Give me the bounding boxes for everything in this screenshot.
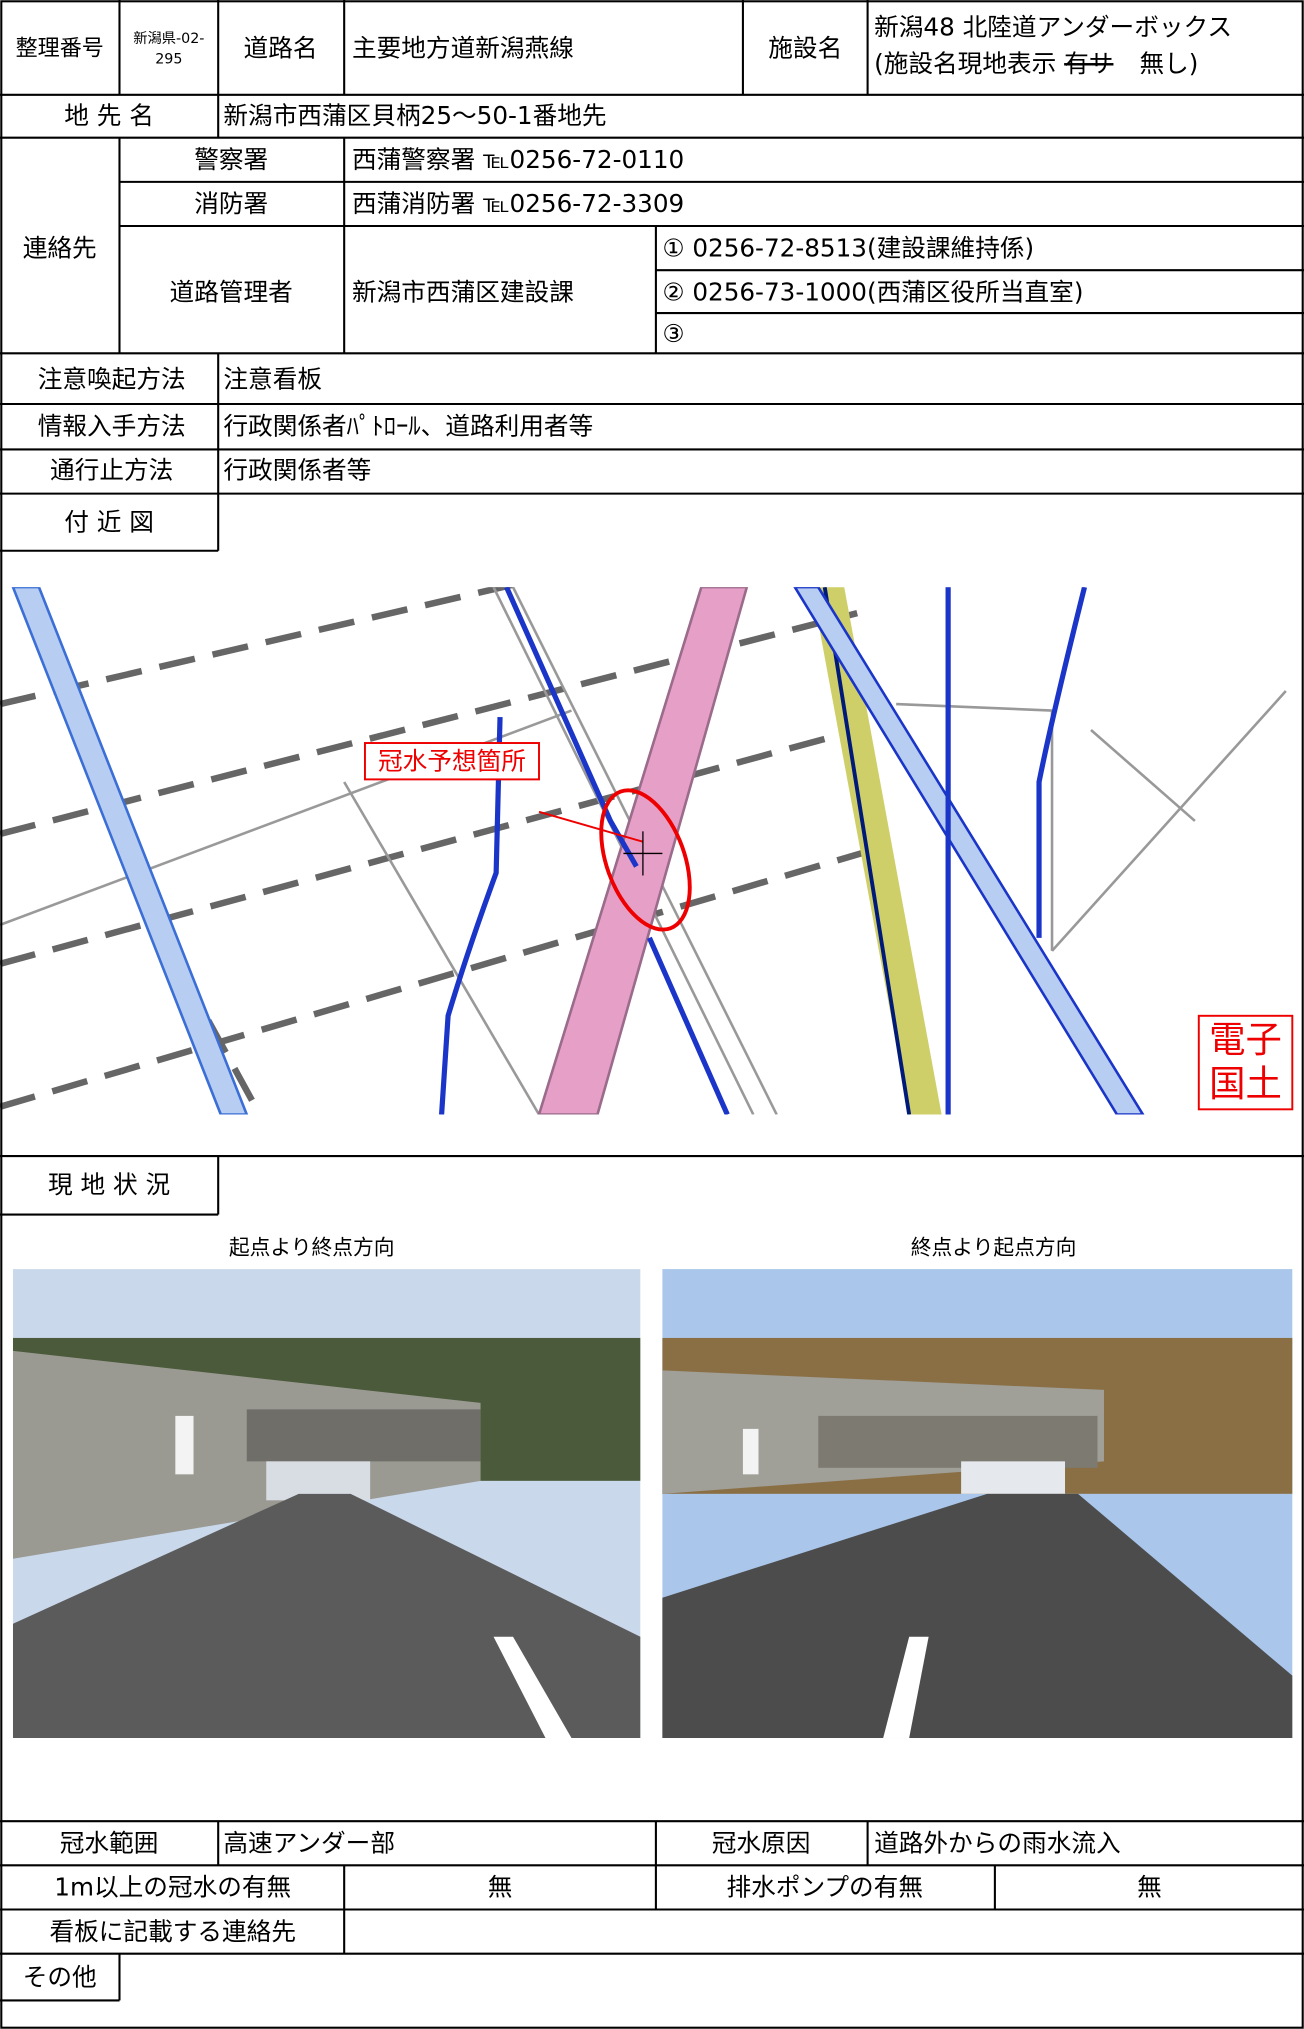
label: 警察署 bbox=[194, 145, 268, 174]
label: 整理番号 bbox=[16, 36, 104, 61]
label: その他 bbox=[23, 1962, 97, 1991]
label: 付 近 図 bbox=[64, 507, 154, 536]
value: 新潟市西蒲区建設課 bbox=[352, 278, 574, 307]
value: 主要地方道新潟燕線 bbox=[352, 33, 574, 62]
photo bbox=[662, 1269, 1293, 1739]
label: 通行止方法 bbox=[50, 456, 173, 485]
value: 高速アンダー部 bbox=[223, 1829, 395, 1858]
label: 道路名 bbox=[244, 33, 318, 62]
vicinity-map: 冠水予想箇所 電子 国土 bbox=[0, 587, 1299, 1115]
value: 西蒲消防署 ℡0256-72-3309 bbox=[352, 189, 684, 218]
value: 新潟県-02- bbox=[133, 30, 204, 47]
text: 有サ bbox=[1064, 49, 1113, 78]
value: 行政関係者等 bbox=[223, 456, 371, 485]
photo-caption: 終点より起点方向 bbox=[911, 1235, 1077, 1259]
label: 1m以上の冠水の有無 bbox=[54, 1873, 291, 1902]
value: 無 bbox=[1137, 1873, 1162, 1902]
label: 現 地 状 況 bbox=[48, 1170, 170, 1199]
label: 情報入手方法 bbox=[38, 411, 186, 440]
label: 連絡先 bbox=[23, 233, 97, 262]
value: 道路外からの雨水流入 bbox=[874, 1829, 1121, 1858]
value: 西蒲警察署 ℡0256-72-0110 bbox=[352, 145, 684, 174]
map-stamp: 国土 bbox=[1209, 1062, 1282, 1105]
label: 道路管理者 bbox=[170, 278, 293, 307]
photo-caption: 起点より終点方向 bbox=[229, 1235, 395, 1259]
phone: ② 0256-73-1000(西蒲区役所当直室) bbox=[662, 278, 1083, 307]
map-stamp: 電子 bbox=[1209, 1018, 1282, 1061]
label: 消防署 bbox=[194, 189, 268, 218]
phone: ① 0256-72-8513(建設課維持係) bbox=[662, 233, 1034, 262]
label: 看板に記載する連絡先 bbox=[49, 1917, 296, 1946]
value: 行政関係者ﾊﾟﾄﾛｰﾙ、道路利用者等 bbox=[223, 411, 593, 440]
map-annotation: 冠水予想箇所 bbox=[378, 746, 526, 775]
label: 冠水範囲 bbox=[60, 1829, 159, 1858]
label: 地 先 名 bbox=[64, 101, 154, 130]
value: 新潟48 北陸道アンダーボックス bbox=[874, 13, 1232, 42]
text: (施設名現地表示 bbox=[874, 49, 1064, 78]
label: 注意喚起方法 bbox=[38, 365, 186, 394]
label: 施設名 bbox=[768, 33, 842, 62]
value: (施設名現地表示 有サ 無し) bbox=[874, 49, 1198, 78]
value: 無 bbox=[488, 1873, 513, 1902]
text: 無し) bbox=[1139, 49, 1198, 78]
phone: ③ bbox=[662, 319, 684, 348]
value: 注意看板 bbox=[223, 365, 322, 394]
label: 冠水原因 bbox=[712, 1829, 811, 1858]
value: 新潟市西蒲区貝柄25〜50-1番地先 bbox=[223, 101, 606, 130]
value: 295 bbox=[155, 52, 182, 68]
photo bbox=[12, 1269, 641, 1739]
label: 排水ポンプの有無 bbox=[726, 1873, 923, 1902]
